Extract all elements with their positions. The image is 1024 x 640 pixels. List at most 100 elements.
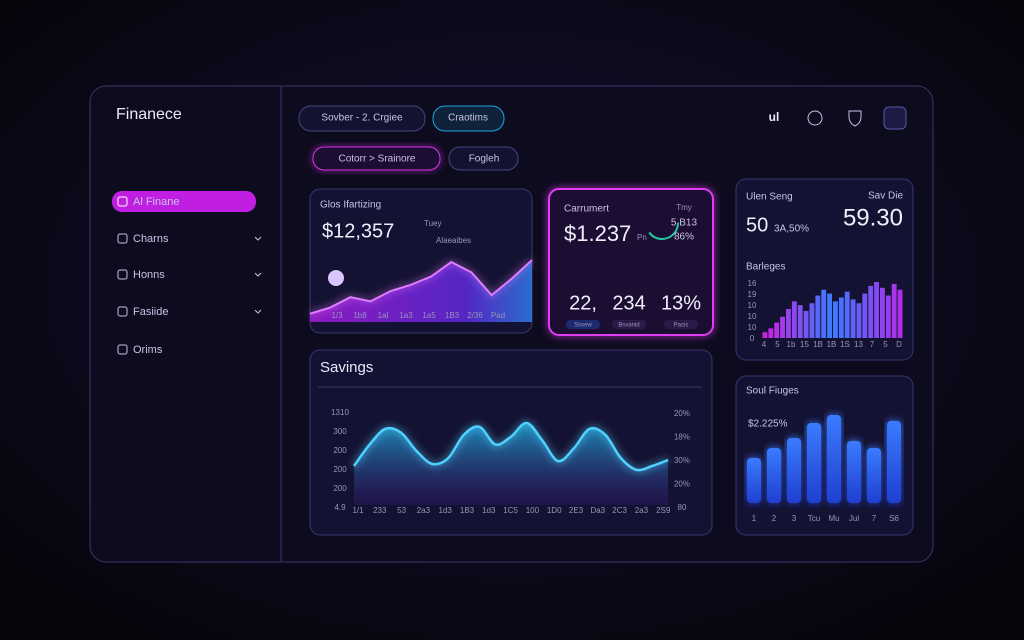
x-label: 1/3 — [331, 311, 343, 320]
x-label: 2a3 — [635, 506, 649, 515]
bar — [844, 291, 850, 338]
nav-icon — [117, 344, 128, 355]
y-label: 0 — [750, 334, 755, 343]
breadcrumb[interactable]: Fogleh — [469, 154, 500, 165]
x-label: 1B — [813, 340, 823, 349]
legend: Alaeaibes — [436, 236, 471, 245]
stat-label: Pacis — [674, 323, 689, 329]
nav-item[interactable]: Fasiide — [133, 306, 168, 318]
nav-icon — [117, 269, 128, 280]
card-value: $1.237 — [564, 221, 631, 246]
bar — [827, 415, 841, 503]
score: 50 — [746, 214, 768, 236]
active-nav-bg — [112, 191, 256, 212]
nav-icon — [117, 306, 128, 317]
action-pill[interactable] — [432, 105, 505, 132]
x-label: 1B3 — [445, 311, 460, 320]
bar — [815, 295, 821, 338]
unit: Pn — [637, 233, 647, 242]
y-label: 19 — [748, 290, 757, 299]
action[interactable]: Craotims — [448, 113, 488, 124]
line — [352, 421, 669, 472]
x-label: 1B3 — [460, 506, 475, 515]
icon-label: ul — [769, 110, 780, 124]
y-label: 30% — [674, 456, 690, 465]
x-label: 7 — [870, 340, 875, 349]
nav-item[interactable]: Al Finane — [133, 196, 179, 208]
card — [735, 375, 914, 536]
badge: Sav Die — [868, 191, 903, 202]
area — [354, 422, 668, 505]
filter[interactable]: Sovber - 2. Crgiee — [321, 113, 403, 124]
card-highlight — [548, 188, 714, 336]
x-label: Pad — [491, 311, 505, 320]
nav-item[interactable]: Charns — [133, 233, 169, 245]
bar — [787, 438, 801, 503]
bar — [867, 448, 881, 503]
bar — [885, 295, 891, 338]
stat-value: 13% — [661, 292, 701, 314]
nav-icon — [117, 196, 128, 207]
area — [310, 260, 532, 322]
x-label: S6 — [889, 514, 899, 523]
bar — [809, 303, 815, 338]
x-label: 1C5 — [503, 506, 518, 515]
nav-item[interactable]: Orims — [133, 344, 163, 356]
x-label: 15 — [800, 340, 809, 349]
x-label: 1B — [827, 340, 837, 349]
x-label: 1 — [752, 514, 757, 523]
x-label: 1b8 — [353, 311, 367, 320]
x-label: 100 — [526, 506, 540, 515]
bar — [856, 303, 862, 338]
y-label: 10 — [748, 323, 757, 332]
x-label: 1S — [840, 340, 850, 349]
side-stat: 5 B13 — [671, 218, 698, 229]
card-value: $2.225% — [748, 419, 788, 430]
y-label: 1310 — [331, 408, 349, 417]
y-label: 300 — [333, 427, 347, 436]
bar — [768, 328, 774, 338]
filter-pill[interactable] — [298, 105, 426, 132]
stat-label: Bsvanid — [618, 323, 639, 329]
bar — [791, 301, 797, 338]
nav-item[interactable]: Honns — [133, 269, 165, 281]
breadcrumb-pill[interactable] — [312, 146, 441, 171]
progress-ring — [645, 206, 679, 240]
bar — [821, 289, 827, 338]
stat-value: 22, — [569, 292, 597, 314]
breadcrumb-pill[interactable] — [448, 146, 519, 171]
stat-chip — [664, 320, 698, 329]
x-label: 2C3 — [612, 506, 627, 515]
bar — [868, 285, 874, 338]
chevron — [254, 309, 262, 314]
y-label: 80 — [678, 503, 687, 512]
breadcrumb[interactable]: Cotorr > Srainore — [339, 154, 416, 165]
bar — [887, 421, 901, 503]
bar — [891, 283, 897, 338]
x-label: 1b — [787, 340, 796, 349]
y-label: 20% — [674, 480, 690, 489]
bar — [862, 293, 868, 338]
x-label: 2S9 — [656, 506, 671, 515]
rate: 3A,50% — [774, 224, 809, 235]
bar — [838, 297, 844, 338]
bar — [762, 332, 768, 338]
stat-value: 234 — [612, 292, 645, 314]
bar — [780, 316, 785, 338]
x-label: 1d3 — [482, 506, 496, 515]
x-label: 5 — [775, 340, 780, 349]
icon[interactable] — [807, 110, 823, 126]
x-label: 1d3 — [439, 506, 453, 515]
x-label: 2 — [772, 514, 777, 523]
stat-chip — [566, 320, 600, 329]
x-label: 1/1 — [352, 506, 364, 515]
bar — [786, 309, 791, 338]
x-label: Da3 — [590, 506, 605, 515]
y-label: 200 — [333, 465, 347, 474]
bar — [767, 448, 781, 503]
avatar[interactable] — [883, 106, 907, 130]
card-title: Soul Fiuges — [746, 386, 799, 397]
icon[interactable] — [848, 110, 862, 127]
card-title: Savings — [320, 359, 373, 376]
y-label: 200 — [333, 446, 347, 455]
